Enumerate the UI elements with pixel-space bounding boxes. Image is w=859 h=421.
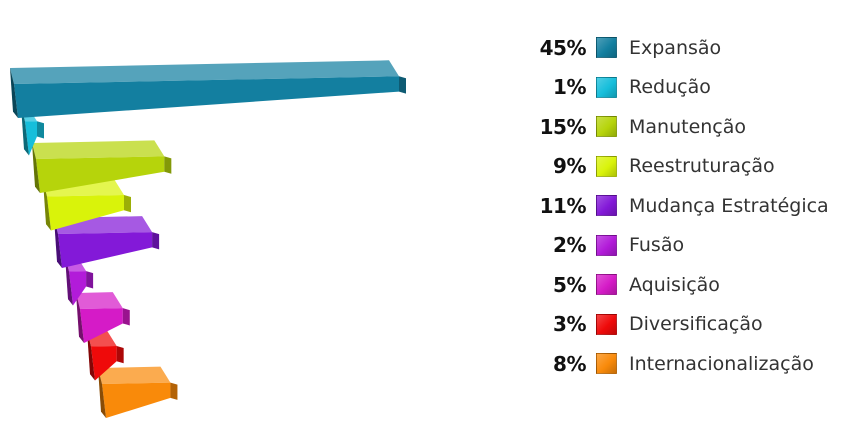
bar-front-fusao <box>69 271 87 306</box>
bar-top-aquisicao <box>76 292 123 309</box>
bar-end-expansao <box>399 76 406 94</box>
legend-swatch-mudanca-estrategica <box>596 195 617 217</box>
legend-item-expansao: 45% Expansão <box>500 28 859 68</box>
bar-front-internacionalizacao <box>102 382 171 418</box>
bar-side-aquisicao <box>76 293 84 343</box>
bar-side-manutencao <box>32 143 40 193</box>
bar-front-mudanca-estrategica <box>58 232 153 268</box>
bar-end-manutencao <box>164 156 172 174</box>
bar-internacionalizacao <box>98 366 178 418</box>
bar-side-expansao <box>10 68 18 118</box>
bar-side-mudanca-estrategica <box>54 218 62 268</box>
bar-front-aquisicao <box>80 308 123 343</box>
legend-item-reducao: 1% Redução <box>500 68 859 108</box>
legend-swatch-expansao <box>596 37 617 59</box>
legend-label-expansao: Expansão <box>629 36 722 59</box>
legend-value-internacionalizacao: 8% <box>553 351 586 376</box>
bar-front-manutencao <box>36 156 165 193</box>
bar-front-reducao <box>25 121 37 156</box>
bar-front-diversificacao <box>91 345 117 381</box>
legend-label-aquisicao: Aquisição <box>629 273 720 296</box>
legend-item-aquisicao: 5% Aquisição <box>500 265 859 305</box>
legend-value-diversificacao: 3% <box>553 312 586 337</box>
legend-label-manutencao: Manutenção <box>629 115 747 138</box>
legend-label-reducao: Redução <box>629 76 711 99</box>
bar-side-internacionalizacao <box>98 368 106 418</box>
bar-manutencao <box>32 140 172 193</box>
legend-swatch-reestruturacao <box>596 155 617 177</box>
legend-value-mudanca-estrategica: 11% <box>539 193 587 218</box>
bars-group <box>10 60 406 418</box>
legend-label-internacionalizacao: Internacionalização <box>629 352 814 375</box>
bar-side-diversificacao <box>87 330 95 381</box>
legend-label-reestruturacao: Reestruturação <box>629 155 775 178</box>
bar-side-reducao <box>21 105 29 156</box>
legend-value-fusao: 2% <box>553 233 586 258</box>
bar-front-expansao <box>14 76 399 118</box>
legend-value-manutencao: 15% <box>539 114 587 139</box>
legend-label-diversificacao: Diversificação <box>629 313 763 336</box>
legend-swatch-aquisicao <box>596 274 617 296</box>
bar-top-internacionalizacao <box>98 366 171 384</box>
legend-value-reducao: 1% <box>553 75 586 100</box>
bar-expansao <box>10 60 406 118</box>
legend-value-expansao: 45% <box>539 35 587 60</box>
legend-swatch-manutencao <box>596 116 617 138</box>
bar-front-reestruturacao <box>47 194 124 231</box>
bar-end-fusao <box>86 271 94 289</box>
legend-value-aquisicao: 5% <box>553 272 586 297</box>
legend-swatch-internacionalizacao <box>596 353 617 375</box>
legend-item-manutencao: 15% Manutenção <box>500 107 859 147</box>
bar-end-mudanca-estrategica <box>152 232 160 250</box>
bar-side-reestruturacao <box>43 180 51 231</box>
legend-item-reestruturacao: 9% Reestruturação <box>500 147 859 187</box>
bar-side-fusao <box>65 255 73 306</box>
chart-legend: 45% Expansão 1% Redução 15% Manutenção 9% Reest… <box>500 28 859 384</box>
bar-end-internacionalizacao <box>170 382 178 400</box>
legend-swatch-reducao <box>596 76 617 98</box>
legend-swatch-fusao <box>596 234 617 256</box>
bar-end-diversificacao <box>116 345 124 364</box>
bar-top-expansao <box>10 60 399 84</box>
bar-end-aquisicao <box>122 308 130 326</box>
bar-chart <box>10 60 406 418</box>
legend-value-reestruturacao: 9% <box>553 154 586 179</box>
legend-item-internacionalizacao: 8% Internacionalização <box>500 344 859 384</box>
legend-item-diversificacao: 3% Diversificação <box>500 305 859 345</box>
bar-end-reducao <box>37 121 44 139</box>
bar-aquisicao <box>76 292 130 343</box>
legend-item-mudanca-estrategica: 11% Mudança Estratégica <box>500 186 859 226</box>
legend-item-fusao: 2% Fusão <box>500 226 859 266</box>
bar-end-reestruturacao <box>124 194 131 213</box>
legend-label-fusao: Fusão <box>629 234 685 257</box>
bar-top-manutencao <box>32 140 165 159</box>
legend-label-mudanca-estrategica: Mudança Estratégica <box>629 194 829 217</box>
bar-diversificacao <box>87 329 124 381</box>
legend-swatch-diversificacao <box>596 313 617 335</box>
